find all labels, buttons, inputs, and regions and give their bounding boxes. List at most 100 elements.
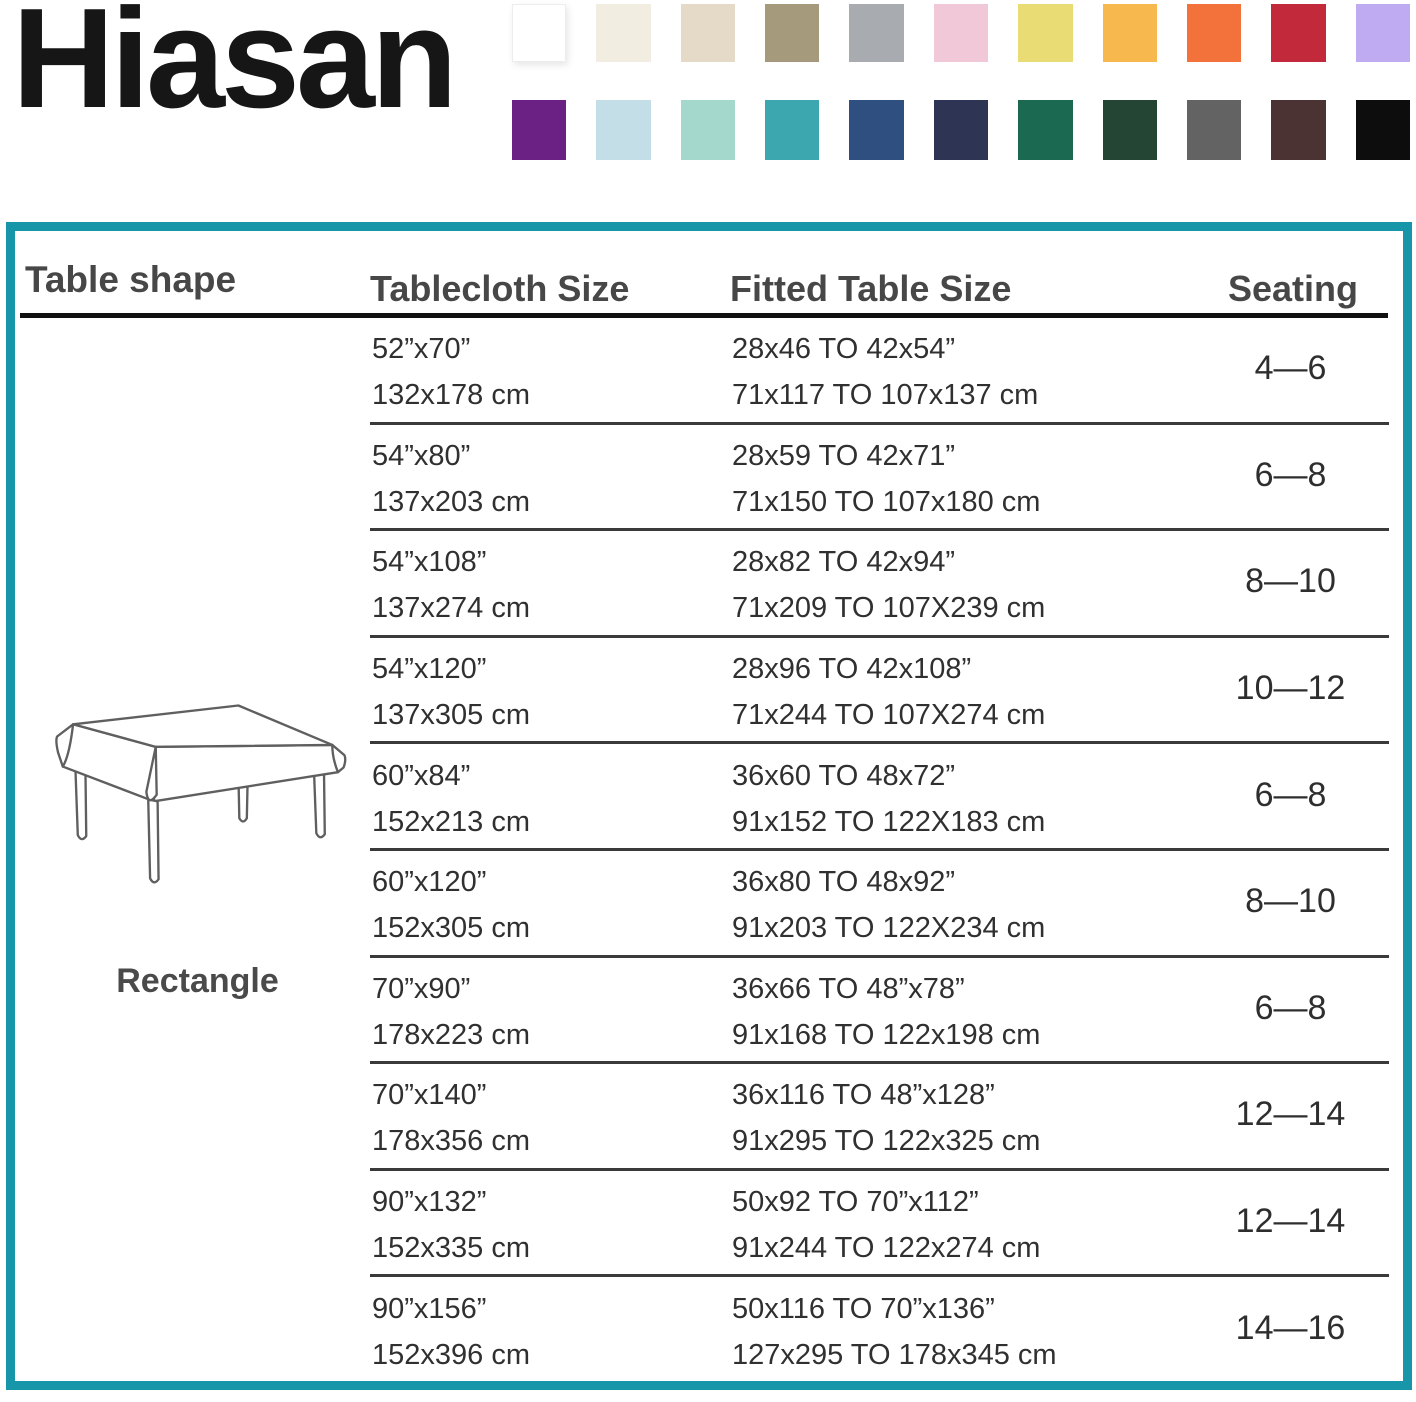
- fitted-table-size-cell: 28x82 TO 42x94” 71x209 TO 107X239 cm: [730, 531, 1192, 635]
- tablecloth-size-cell: 60”x120” 152x305 cm: [370, 851, 730, 955]
- table-shape-cell: Rectangle: [25, 318, 370, 1381]
- tablecloth-size-cm: 137x305 cm: [372, 699, 530, 732]
- tablecloth-size-cm: 137x203 cm: [372, 485, 530, 518]
- fitted-table-size-cell: 50x92 TO 70”x112” 91x244 TO 122x274 cm: [730, 1171, 1192, 1275]
- color-swatch-palette: [512, 4, 1410, 160]
- tablecloth-size-inches: 54”x108”: [372, 546, 487, 579]
- rectangle-table-illustration: [54, 704, 346, 884]
- fitted-size-cm: 91x152 TO 122X183 cm: [732, 805, 1046, 838]
- size-table-row: 60”x120” 152x305 cm 36x80 TO 48x92” 91x2…: [370, 851, 1389, 958]
- seating-value: 8—10: [1245, 882, 1336, 921]
- fitted-size-cm: 71x244 TO 107X274 cm: [732, 699, 1046, 732]
- tablecloth-size-cell: 52”x70” 132x178 cm: [370, 318, 730, 422]
- fitted-size-inches: 28x96 TO 42x108”: [732, 653, 972, 686]
- tablecloth-size-cm: 152x213 cm: [372, 805, 530, 838]
- seating-value: 8—10: [1245, 562, 1336, 601]
- header-divider-rule: [20, 313, 1388, 318]
- tablecloth-size-cell: 54”x108” 137x274 cm: [370, 531, 730, 635]
- tablecloth-size-inches: 90”x132”: [372, 1186, 487, 1219]
- fitted-table-size-cell: 50x116 TO 70”x136” 127x295 TO 178x345 cm: [730, 1277, 1192, 1381]
- color-swatch-black: [1355, 100, 1410, 160]
- seating-value: 14—16: [1235, 1308, 1346, 1347]
- color-swatch-red: [1271, 4, 1326, 62]
- seating-value: 6—8: [1254, 775, 1327, 814]
- swatch-row-bottom: [512, 100, 1410, 160]
- color-swatch-emerald: [1018, 100, 1073, 160]
- seating-value: 10—12: [1235, 669, 1346, 708]
- fitted-table-size-cell: 36x80 TO 48x92” 91x203 TO 122X234 cm: [730, 851, 1192, 955]
- brand-logo: Hiasan: [12, 0, 458, 138]
- header-fitted-table-size: Fitted Table Size: [730, 268, 1012, 309]
- fitted-size-cm: 71x209 TO 107X239 cm: [732, 592, 1046, 625]
- tablecloth-size-inches: 70”x140”: [372, 1079, 487, 1112]
- size-table-row: 54”x80” 137x203 cm 28x59 TO 42x71” 71x15…: [370, 425, 1389, 532]
- color-swatch-light-blue: [596, 100, 651, 160]
- color-swatch-aqua: [680, 100, 736, 160]
- tablecloth-size-cell: 70”x140” 178x356 cm: [370, 1064, 730, 1168]
- tablecloth-size-cell: 54”x80” 137x203 cm: [370, 425, 730, 529]
- color-swatch-dark-grey: [1186, 100, 1242, 160]
- header-tablecloth-size: Tablecloth Size: [370, 268, 630, 309]
- seating-value: 4—6: [1254, 349, 1327, 388]
- tablecloth-size-cm: 132x178 cm: [372, 379, 530, 412]
- fitted-size-inches: 28x59 TO 42x71”: [732, 439, 956, 472]
- fitted-size-cm: 71x117 TO 107x137 cm: [732, 379, 1039, 412]
- header-seating: Seating: [1228, 268, 1359, 309]
- seating-value: 12—14: [1235, 1095, 1346, 1134]
- size-table-row: 54”x120” 137x305 cm 28x96 TO 42x108” 71x…: [370, 638, 1389, 745]
- seating-value: 12—14: [1235, 1202, 1346, 1241]
- color-swatch-steel-blue: [849, 100, 904, 160]
- seating-value: 6—8: [1254, 455, 1327, 494]
- color-swatch-white: [512, 4, 567, 62]
- color-swatch-marigold: [1102, 4, 1157, 62]
- fitted-size-inches: 50x116 TO 70”x136”: [732, 1292, 995, 1325]
- size-rows: 52”x70” 132x178 cm 28x46 TO 42x54” 71x11…: [370, 318, 1389, 1381]
- seating-value: 6—8: [1254, 988, 1327, 1027]
- fitted-table-size-cell: 36x66 TO 48”x78” 91x168 TO 122x198 cm: [730, 958, 1192, 1062]
- fitted-size-inches: 36x66 TO 48”x78”: [732, 972, 965, 1005]
- size-chart-header-row: Table shape Tablecloth Size Fitted Table…: [15, 231, 1403, 313]
- tablecloth-size-cm: 178x223 cm: [372, 1018, 530, 1051]
- size-table-row: 70”x140” 178x356 cm 36x116 TO 48”x128” 9…: [370, 1064, 1389, 1171]
- fitted-size-inches: 36x80 TO 48x92”: [732, 866, 956, 899]
- tablecloth-size-inches: 52”x70”: [372, 333, 471, 366]
- fitted-size-inches: 36x116 TO 48”x128”: [732, 1079, 995, 1112]
- shape-label: Rectangle: [116, 962, 279, 1000]
- color-swatch-brown: [1271, 100, 1326, 160]
- size-table-row: 90”x132” 152x335 cm 50x92 TO 70”x112” 91…: [370, 1171, 1389, 1278]
- tablecloth-size-cm: 152x305 cm: [372, 912, 530, 945]
- color-swatch-yellow: [1018, 4, 1073, 62]
- fitted-size-cm: 91x295 TO 122x325 cm: [732, 1125, 1041, 1158]
- fitted-size-cm: 91x244 TO 122x274 cm: [732, 1232, 1041, 1265]
- tablecloth-size-cell: 54”x120” 137x305 cm: [370, 638, 730, 742]
- tablecloth-size-inches: 60”x120”: [372, 866, 487, 899]
- tablecloth-size-inches: 70”x90”: [372, 972, 471, 1005]
- swatch-row-top: [512, 4, 1410, 62]
- fitted-size-inches: 50x92 TO 70”x112”: [732, 1186, 979, 1219]
- tablecloth-size-cm: 152x396 cm: [372, 1338, 530, 1371]
- size-chart-card: Table shape Tablecloth Size Fitted Table…: [6, 222, 1412, 1390]
- fitted-size-inches: 36x60 TO 48x72”: [732, 759, 956, 792]
- color-swatch-lavender: [1355, 4, 1410, 62]
- fitted-table-size-cell: 28x59 TO 42x71” 71x150 TO 107x180 cm: [730, 425, 1192, 529]
- tablecloth-size-inches: 54”x120”: [372, 653, 487, 686]
- color-swatch-teal: [765, 100, 820, 160]
- tablecloth-size-inches: 60”x84”: [372, 759, 471, 792]
- fitted-size-inches: 28x46 TO 42x54”: [732, 333, 956, 366]
- size-chart-body: Rectangle 52”x70” 132x178 cm 28x46 TO 42…: [15, 318, 1403, 1381]
- fitted-table-size-cell: 36x116 TO 48”x128” 91x295 TO 122x325 cm: [730, 1064, 1192, 1168]
- tablecloth-size-cm: 152x335 cm: [372, 1232, 530, 1265]
- fitted-size-cm: 91x168 TO 122x198 cm: [732, 1018, 1041, 1051]
- size-table-row: 52”x70” 132x178 cm 28x46 TO 42x54” 71x11…: [370, 318, 1389, 425]
- tablecloth-size-cell: 90”x132” 152x335 cm: [370, 1171, 730, 1275]
- fitted-table-size-cell: 28x46 TO 42x54” 71x117 TO 107x137 cm: [730, 318, 1192, 422]
- color-swatch-taupe: [765, 4, 820, 62]
- color-swatch-navy: [933, 100, 989, 160]
- size-table-row: 60”x84” 152x213 cm 36x60 TO 48x72” 91x15…: [370, 744, 1389, 851]
- size-table-row: 70”x90” 178x223 cm 36x66 TO 48”x78” 91x1…: [370, 958, 1389, 1065]
- fitted-table-size-cell: 36x60 TO 48x72” 91x152 TO 122X183 cm: [730, 744, 1192, 848]
- tablecloth-size-cell: 90”x156” 152x396 cm: [370, 1277, 730, 1381]
- fitted-table-size-cell: 28x96 TO 42x108” 71x244 TO 107X274 cm: [730, 638, 1192, 742]
- fitted-size-cm: 91x203 TO 122X234 cm: [732, 912, 1046, 945]
- color-swatch-grey: [849, 4, 904, 62]
